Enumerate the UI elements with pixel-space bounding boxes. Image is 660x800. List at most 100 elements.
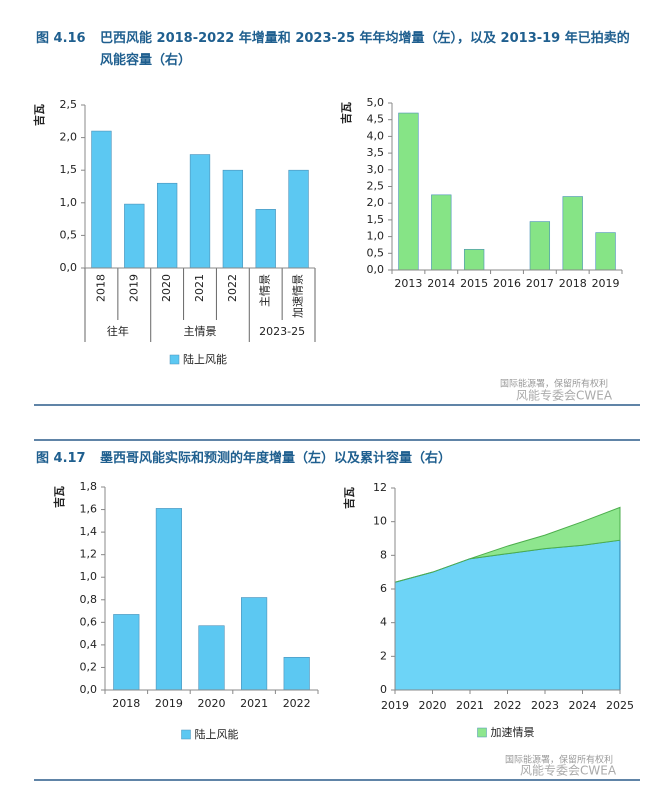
y-tick-label: 2,5 xyxy=(367,180,385,193)
y-tick-label: 2 xyxy=(380,649,387,662)
x-tick-label: 2018 xyxy=(94,274,107,302)
x-tick-label: 2020 xyxy=(419,699,447,712)
y-tick-label: 4,0 xyxy=(367,129,385,142)
figure-label: 图 4.16 xyxy=(36,31,86,46)
x-tick-label: 2022 xyxy=(226,274,239,302)
y-tick-label: 0,5 xyxy=(60,228,78,241)
bar xyxy=(255,209,276,269)
figure-title: 墨西哥风能实际和预测的年度增量（左）以及累计容量（右） xyxy=(100,451,452,466)
y-axis-label: 吉瓦 xyxy=(52,486,66,508)
y-tick-label: 0,2 xyxy=(80,660,98,673)
y-tick-label: 0,0 xyxy=(367,263,385,276)
y-tick-label: 0,5 xyxy=(367,246,385,259)
bar xyxy=(241,597,268,691)
y-tick-label: 1,4 xyxy=(80,525,98,538)
x-tick-label: 2019 xyxy=(155,697,183,710)
y-tick-label: 1,5 xyxy=(367,213,385,226)
y-tick-label: 1,0 xyxy=(367,230,385,243)
bar xyxy=(463,248,485,271)
bar xyxy=(156,182,178,269)
x-tick-label: 2024 xyxy=(569,699,597,712)
y-tick-label: 0,6 xyxy=(80,615,98,628)
watermark: 国际能源署，保留所有权利 xyxy=(505,754,613,766)
x-tick-label: 2023 xyxy=(531,699,559,712)
legend-swatch xyxy=(477,727,487,738)
x-tick-label: 2016 xyxy=(493,277,521,290)
bar xyxy=(398,112,419,271)
bar xyxy=(283,656,310,691)
y-axis-label: 吉瓦 xyxy=(342,487,356,509)
x-tick-label: 2018 xyxy=(112,697,140,710)
x-tick-label: 主情景 xyxy=(259,274,272,307)
y-tick-label: 4,5 xyxy=(367,113,385,126)
y-tick-label: 3,0 xyxy=(367,163,385,176)
x-tick-label: 2015 xyxy=(460,277,488,290)
bar xyxy=(189,154,211,269)
y-tick-label: 0,0 xyxy=(60,261,78,274)
x-tick-label: 2020 xyxy=(160,274,173,302)
y-tick-label: 5,0 xyxy=(367,96,385,109)
bar xyxy=(113,614,140,691)
x-tick-label: 2021 xyxy=(193,274,206,302)
y-tick-label: 1,0 xyxy=(80,570,98,583)
x-tick-label: 2022 xyxy=(283,697,311,710)
x-tick-label: 2019 xyxy=(592,277,620,290)
y-tick-label: 3,5 xyxy=(367,146,385,159)
x-tick-label: 2018 xyxy=(559,277,587,290)
y-tick-label: 10 xyxy=(373,515,387,528)
legend-label: 陆上风能 xyxy=(183,352,227,366)
watermark: 风能专委会CWEA xyxy=(516,388,613,403)
watermark: 风能专委会CWEA xyxy=(520,763,617,778)
bar xyxy=(198,625,225,691)
y-tick-label: 4 xyxy=(380,616,387,629)
y-tick-label: 2,0 xyxy=(60,131,78,144)
watermark: 国际能源署，保留所有权利 xyxy=(500,378,608,390)
x-tick-label: 2022 xyxy=(494,699,522,712)
y-tick-label: 1,2 xyxy=(80,548,98,561)
figure-title: 巴西风能 2018-2022 年增量和 2023-25 年年均增量（左），以及 … xyxy=(100,31,630,68)
y-tick-label: 0,0 xyxy=(80,683,98,696)
bar xyxy=(222,169,244,269)
y-tick-label: 1,8 xyxy=(80,480,98,493)
group-label: 2023-25 xyxy=(259,325,305,338)
y-axis-label: 吉瓦 xyxy=(339,102,353,124)
group-label: 往年 xyxy=(107,324,129,338)
y-tick-label: 2,5 xyxy=(60,98,78,111)
x-tick-label: 2013 xyxy=(394,277,422,290)
y-tick-label: 2,0 xyxy=(367,196,385,209)
y-tick-label: 0,4 xyxy=(80,638,98,651)
x-tick-label: 加速情景 xyxy=(292,274,305,318)
bar xyxy=(562,196,583,271)
bar xyxy=(529,221,551,271)
y-tick-label: 1,6 xyxy=(80,503,98,516)
y-tick-label: 0 xyxy=(380,683,387,696)
x-tick-label: 2017 xyxy=(526,277,554,290)
legend-swatch xyxy=(181,729,191,740)
bar xyxy=(91,130,112,269)
group-label: 主情景 xyxy=(184,325,217,338)
y-tick-label: 8 xyxy=(380,548,387,561)
bar xyxy=(595,232,616,271)
x-tick-label: 2021 xyxy=(456,699,484,712)
y-axis-label: 吉瓦 xyxy=(32,104,46,126)
bar xyxy=(155,508,182,691)
y-tick-label: 0,8 xyxy=(80,593,98,606)
x-tick-label: 2025 xyxy=(606,699,634,712)
y-tick-label: 6 xyxy=(380,582,387,595)
y-tick-label: 1,5 xyxy=(60,163,78,176)
area xyxy=(394,506,621,583)
y-tick-label: 1,0 xyxy=(60,196,78,209)
legend-label: 加速情景 xyxy=(491,726,535,739)
x-tick-label: 2019 xyxy=(127,274,140,302)
x-tick-label: 2021 xyxy=(240,697,268,710)
y-tick-label: 12 xyxy=(373,481,387,494)
figure-label: 图 4.17 xyxy=(36,451,86,466)
x-tick-label: 2019 xyxy=(381,699,409,712)
x-tick-label: 2020 xyxy=(198,697,226,710)
bar xyxy=(431,194,452,271)
legend-swatch xyxy=(169,354,180,365)
x-tick-label: 2014 xyxy=(427,277,455,290)
area xyxy=(394,539,621,691)
